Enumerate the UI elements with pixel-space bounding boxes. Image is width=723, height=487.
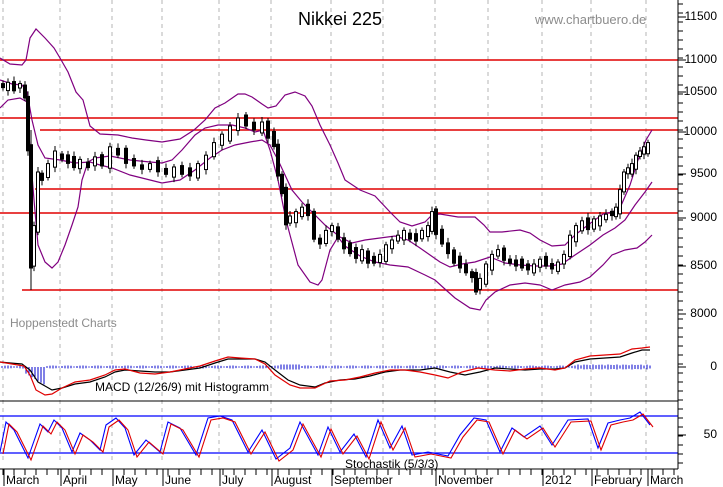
x-tick-label: April: [63, 473, 88, 487]
credit-watermark: Hoppenstedt Charts: [10, 316, 117, 330]
x-tick-label: March: [6, 473, 40, 487]
x-axis: [0, 468, 678, 486]
bollinger-bands: [0, 28, 653, 311]
x-tick-label: 2012: [545, 473, 572, 487]
vertical-grid: [2, 0, 647, 462]
stoch-k-line: [0, 411, 651, 460]
stochastic-panel: [0, 400, 678, 462]
stoch-d-line: [2, 413, 654, 462]
y-tick-label: 9500: [690, 166, 717, 180]
y-tick-label: 8000: [690, 306, 717, 320]
x-tick-label: September: [334, 473, 393, 487]
bollinger-upper: [0, 28, 653, 247]
support-resistance-lines: [0, 59, 678, 291]
x-tick-label: August: [274, 473, 312, 487]
source-watermark: www.chartbuero.de: [535, 12, 647, 27]
y-tick-label: 8500: [690, 258, 717, 272]
stochastic-label: Stochastik (5/3/3): [345, 457, 439, 471]
x-tick-label: July: [222, 473, 244, 487]
y-tick-label: 10000: [683, 124, 717, 138]
y-tick-label: 10500: [683, 84, 717, 98]
y-tick-label: 11500: [684, 9, 717, 23]
macd-signal-line: [0, 346, 651, 396]
macd-label: MACD (12/26/9) mit Histogramm: [95, 380, 270, 394]
bollinger-lower: [0, 97, 653, 311]
x-tick-label: March: [650, 473, 684, 487]
x-tick-label: February: [594, 473, 643, 487]
x-tick-label: May: [115, 473, 138, 487]
y-tick-label: 0: [710, 359, 717, 373]
chart-title: Nikkei 225: [298, 9, 383, 29]
x-tick-label: June: [165, 473, 192, 487]
y-tick-label: 9000: [690, 210, 717, 224]
price-candles: [1, 76, 650, 295]
macd-panel: [0, 346, 651, 396]
y-tick-label: 11000: [684, 52, 717, 66]
y-axis: [677, 0, 686, 469]
y-tick-label: 50: [703, 427, 717, 441]
x-tick-label: November: [438, 473, 494, 487]
